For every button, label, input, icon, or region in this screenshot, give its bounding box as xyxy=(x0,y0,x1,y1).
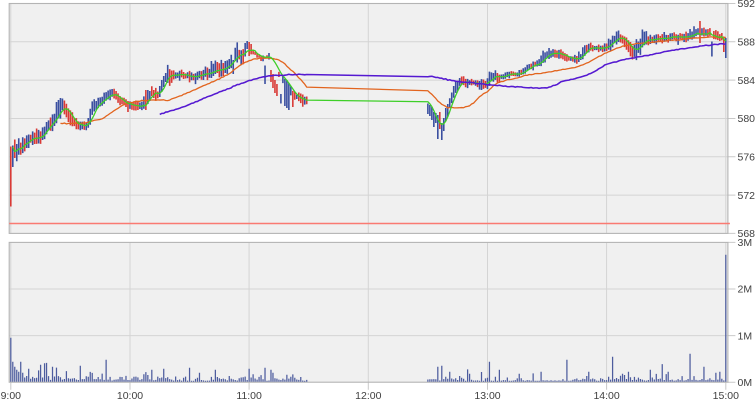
svg-text:15:00: 15:00 xyxy=(713,390,739,400)
svg-text:3M: 3M xyxy=(738,237,753,249)
svg-text:1M: 1M xyxy=(738,330,753,342)
svg-text:2M: 2M xyxy=(738,284,753,296)
svg-text:576: 576 xyxy=(738,152,755,164)
svg-text:14:00: 14:00 xyxy=(593,390,619,400)
svg-text:592: 592 xyxy=(738,0,755,10)
svg-text:13:00: 13:00 xyxy=(474,390,500,400)
svg-text:10:00: 10:00 xyxy=(117,390,143,400)
svg-text:572: 572 xyxy=(738,190,755,202)
svg-text:0M: 0M xyxy=(738,377,753,389)
svg-text:9:00: 9:00 xyxy=(1,390,22,400)
svg-text:588: 588 xyxy=(738,37,755,49)
svg-text:584: 584 xyxy=(738,75,755,87)
svg-text:11:00: 11:00 xyxy=(236,390,262,400)
svg-text:12:00: 12:00 xyxy=(355,390,381,400)
svg-text:580: 580 xyxy=(738,113,755,125)
